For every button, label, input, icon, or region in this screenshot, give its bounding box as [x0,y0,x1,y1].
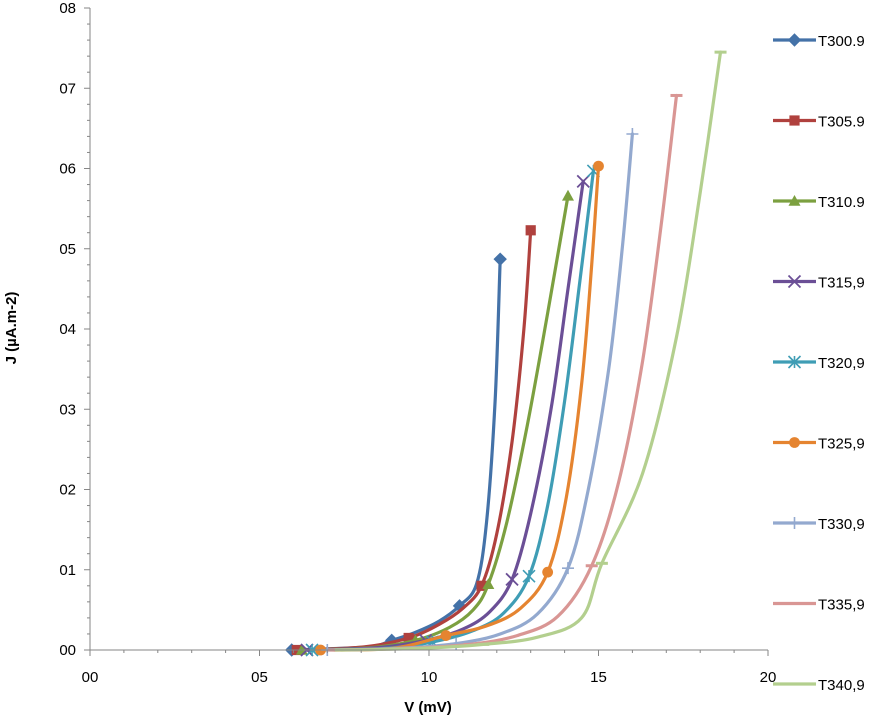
legend-marker [788,517,801,529]
x-tick-label: 00 [82,669,99,686]
data-point [593,160,604,172]
legend-marker [787,355,802,369]
legend-marker [787,33,802,47]
legend-item-3: T310.9 [773,194,865,211]
data-point [542,566,554,578]
x-tick-label: 05 [251,669,268,686]
series-line [332,93,679,652]
legend-item-7: T330,9 [773,516,865,533]
legend-label: T315,9 [818,275,865,292]
legend-item-5: T320,9 [773,355,865,372]
data-point [576,174,590,188]
series-line [305,179,585,652]
legend-item-1: T300.9 [773,33,865,50]
legend-label: T310.9 [818,194,865,211]
y-tick-label: 03 [59,401,76,418]
data-point [493,252,507,266]
y-tick-label: 07 [59,80,76,97]
plot-area [284,50,727,657]
legend-label: T305.9 [818,114,865,131]
data-point [525,225,536,236]
series-line [295,228,533,652]
axes: 00 01 02 03 04 05 06 07 08 00 05 10 15 20 [59,0,776,686]
data-point [440,630,452,641]
data-point [561,189,574,201]
y-axis-title: J (µA.m-2) [3,292,20,365]
y-tick-label: 05 [59,241,76,258]
data-point [482,578,495,589]
series-5 [305,164,600,657]
legend-label: T340,9 [818,677,865,694]
y-tick-label: 00 [59,642,76,659]
data-point [476,580,487,591]
series-1 [284,252,507,657]
legend: T300.9 T305.9 T310.9 T315,9 T320,9 T325,9 T330… [773,33,865,694]
legend-item-6: T325,9 [773,436,865,453]
data-point [626,127,639,140]
x-tick-label: 15 [590,669,607,686]
series-3 [295,189,574,655]
legend-marker [789,115,800,126]
legend-label: T335,9 [818,597,865,614]
y-tick-label: 06 [59,161,76,178]
legend-label: T330,9 [818,516,865,533]
y-tick-label: 08 [59,0,76,17]
series-line [290,257,502,652]
series-9 [334,50,727,652]
legend-label: T320,9 [818,355,865,372]
y-tick-label: 02 [59,482,76,499]
legend-item-9: T340,9 [773,677,865,694]
x-axis-title: V (mV) [404,699,452,716]
data-point [403,632,414,644]
data-point [505,572,519,587]
x-tick-label: 20 [760,669,777,686]
series-line [318,164,601,652]
legend-item-4: T315,9 [773,275,865,292]
legend-label: T300.9 [818,33,865,50]
legend-marker [787,274,802,289]
series-line [339,50,723,652]
data-point [561,562,574,575]
legend-marker [788,195,801,206]
y-tick-label: 01 [59,562,76,579]
data-point [522,569,536,583]
series-4 [300,174,590,657]
x-tick-label: 10 [421,669,438,686]
legend-marker [789,437,800,448]
legend-label: T325,9 [818,436,865,453]
legend-item-8: T335,9 [773,597,865,614]
legend-item-2: T305.9 [773,114,865,131]
y-tick-label: 04 [59,321,76,338]
